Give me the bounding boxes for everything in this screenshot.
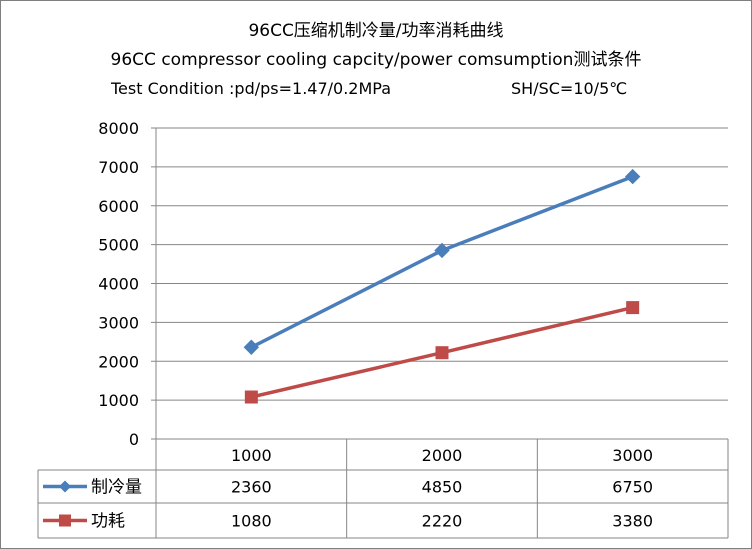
y-tick-label: 1000 — [98, 391, 139, 410]
table-cell-value: 3380 — [612, 512, 653, 531]
legend-marker — [59, 514, 71, 527]
legend-label: 功耗 — [91, 512, 125, 532]
y-tick-label: 0 — [129, 430, 139, 449]
y-tick-label: 3000 — [98, 313, 139, 332]
data-point — [435, 346, 449, 360]
y-tick-label: 5000 — [98, 236, 139, 255]
table-cell-value: 2360 — [231, 478, 272, 497]
test-condition-sh-sc: SH/SC=10/5℃ — [511, 79, 628, 98]
data-point — [244, 390, 258, 404]
table-cell-value: 4850 — [422, 478, 463, 497]
test-condition: Test Condition :pd/ps=1.47/0.2MPa — [111, 79, 392, 98]
x-tick-label: 3000 — [612, 446, 653, 465]
y-tick-label: 6000 — [98, 197, 139, 216]
y-tick-label: 8000 — [98, 119, 139, 138]
legend-marker — [59, 480, 71, 493]
y-tick-label: 4000 — [98, 275, 139, 294]
y-tick-label: 7000 — [98, 158, 139, 177]
data-point — [624, 168, 641, 185]
legend-label: 制冷量 — [91, 478, 142, 498]
y-tick-label: 2000 — [98, 352, 139, 371]
x-tick-label: 2000 — [422, 446, 463, 465]
data-point — [626, 301, 640, 315]
table-cell-value: 1080 — [231, 512, 272, 531]
data-point — [243, 339, 260, 355]
x-tick-label: 1000 — [231, 446, 272, 465]
data-point — [434, 242, 450, 259]
table-cell-value: 2220 — [422, 512, 463, 531]
chart-title: 96CC压缩机制冷量/功率消耗曲线 — [248, 21, 504, 41]
chart-subtitle: 96CC compressor cooling capcity/power co… — [110, 50, 642, 70]
table-cell-value: 6750 — [612, 478, 653, 497]
